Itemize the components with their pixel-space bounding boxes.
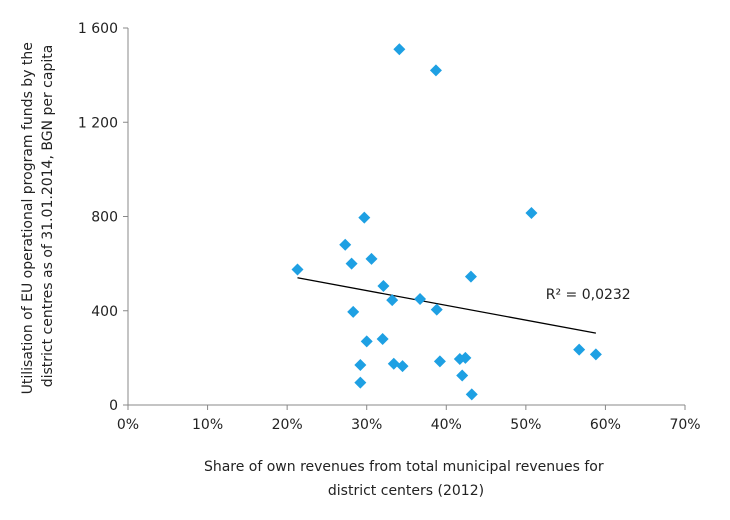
- data-point: [414, 292, 427, 305]
- data-point: [377, 280, 390, 293]
- data-point: [459, 351, 472, 364]
- data-point: [430, 303, 443, 316]
- data-point: [456, 369, 469, 382]
- data-points: [291, 43, 602, 401]
- y-tick-label: 1 200: [78, 115, 118, 131]
- data-point: [354, 358, 367, 371]
- x-axis-ticks: 0% 10% 20% 30% 40% 50% 60% 70%: [117, 405, 701, 433]
- data-point: [396, 360, 409, 373]
- x-axis-title-line-1: Share of own revenues from total municip…: [204, 459, 604, 475]
- x-tick-label: 10%: [192, 417, 223, 433]
- x-tick-label: 0%: [117, 417, 139, 433]
- x-tick-label: 40%: [431, 417, 462, 433]
- y-tick-label: 400: [91, 304, 118, 320]
- trendline: [297, 277, 596, 334]
- y-axis-title-line-2: district centres as of 31.01.2014, BGN p…: [40, 45, 56, 388]
- data-point: [573, 343, 586, 356]
- x-tick-label: 20%: [272, 417, 303, 433]
- axes: [127, 28, 685, 406]
- data-point: [429, 64, 442, 77]
- x-tick-label: 50%: [510, 417, 541, 433]
- data-point: [387, 357, 400, 370]
- x-tick-label: 30%: [351, 417, 382, 433]
- data-point: [464, 270, 477, 283]
- x-axis-title: Share of own revenues from total municip…: [204, 459, 608, 499]
- y-tick-label: 1 600: [78, 21, 118, 37]
- x-tick-label: 60%: [590, 417, 621, 433]
- data-point: [433, 355, 446, 368]
- trendline-group: [297, 277, 596, 334]
- data-point: [386, 294, 399, 307]
- data-point: [365, 252, 378, 265]
- x-tick-label: 70%: [669, 417, 700, 433]
- data-point: [339, 238, 352, 251]
- data-point: [589, 348, 602, 361]
- data-point: [347, 305, 360, 318]
- y-axis-title: Utilisation of EU operational program fu…: [20, 38, 56, 395]
- y-axis-title-line-1: Utilisation of EU operational program fu…: [20, 42, 36, 394]
- y-tick-label: 800: [91, 210, 118, 226]
- data-point: [525, 206, 538, 219]
- data-point: [345, 257, 358, 270]
- data-point: [393, 43, 406, 56]
- data-point: [358, 211, 371, 224]
- data-point: [291, 263, 304, 276]
- x-axis-title-line-2: district centers (2012): [328, 483, 484, 499]
- data-point: [360, 335, 373, 348]
- data-point: [354, 376, 367, 389]
- data-point: [465, 388, 478, 401]
- data-point: [376, 333, 389, 346]
- y-tick-label: 0: [109, 398, 118, 414]
- y-axis-ticks: 0 400 800 1 200 1 600: [78, 21, 128, 414]
- r-squared-annotation: R² = 0,0232: [546, 287, 631, 303]
